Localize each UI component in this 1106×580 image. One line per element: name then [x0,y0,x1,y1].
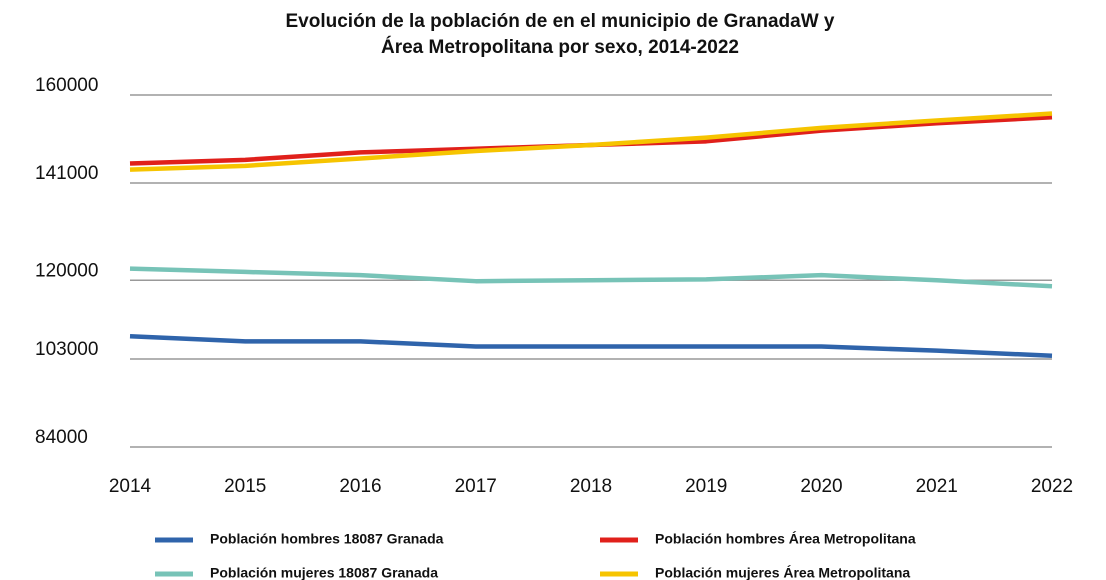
x-tick-label: 2021 [916,476,958,497]
y-tick-label: 160000 [35,75,98,96]
x-tick-label: 2022 [1031,476,1073,497]
x-tick-label: 2019 [685,476,727,497]
x-tick-label: 2018 [570,476,612,497]
chart-title: Área Metropolitana por sexo, 2014-2022 [381,36,739,58]
y-tick-label: 141000 [35,163,98,184]
y-tick-label: 103000 [35,339,98,360]
x-tick-label: 2015 [224,476,266,497]
chart-title: Evolución de la población de en el munic… [286,11,835,32]
legend-label: Población hombres 18087 Granada [210,531,444,547]
legend-label: Población hombres Área Metropolitana [655,531,916,547]
legend-label: Población mujeres 18087 Granada [210,565,438,580]
x-tick-label: 2017 [455,476,497,497]
series-line [129,111,1053,172]
x-tick-label: 2014 [109,476,152,497]
x-tick-label: 2020 [800,476,842,497]
y-tick-label: 84000 [35,427,88,448]
legend-label: Población mujeres Área Metropolitana [655,565,910,580]
series-line [129,334,1053,359]
y-tick-label: 120000 [35,260,98,281]
series-line [129,266,1053,289]
x-tick-label: 2016 [339,476,381,497]
